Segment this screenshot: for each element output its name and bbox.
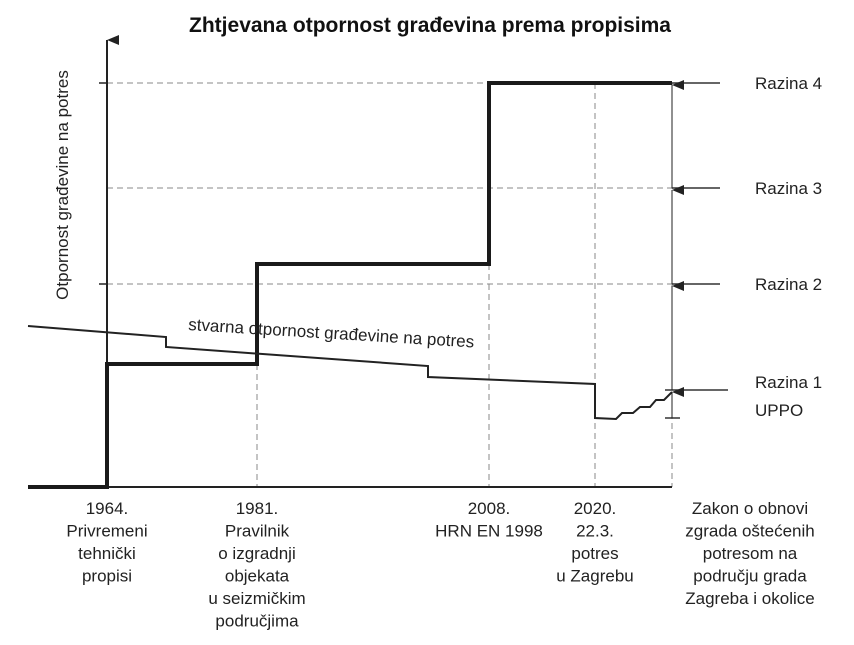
milestone-label-line: područjima xyxy=(215,612,299,631)
milestone-label-line: 2020. xyxy=(574,499,617,518)
milestone-label-line: u Zagrebu xyxy=(556,567,634,586)
level-lines xyxy=(665,82,728,419)
milestone-label-line: HRN EN 1998 xyxy=(435,522,543,541)
milestone-label-line: Zagreba i okolice xyxy=(685,589,814,608)
milestone-label-line: 1964. xyxy=(86,499,129,518)
milestone-label-line: 1981. xyxy=(236,499,279,518)
axis-ticks xyxy=(99,82,107,285)
milestone-label-line: o izgradnji xyxy=(218,544,296,563)
milestone-label-line: Pravilnik xyxy=(225,522,290,541)
level-1-label: Razina 1 xyxy=(755,373,822,392)
level-4-label: Razina 4 xyxy=(755,74,822,93)
milestone-label-line: Zakon o obnovi xyxy=(692,499,808,518)
milestone-label-line: zgrada oštećenih xyxy=(685,522,814,541)
milestone-label-line: potresom na xyxy=(703,544,798,563)
milestone-label-line: području grada xyxy=(693,567,807,586)
curve-label: stvarna otpornost građevine na potres xyxy=(188,315,475,351)
milestone-label-line: potres xyxy=(571,544,618,563)
milestone-label-line: propisi xyxy=(82,567,132,586)
milestone-labels: 1964. Privremeni tehnički propisi 1981. Pravi… xyxy=(66,499,814,631)
milestone-label-line: objekata xyxy=(225,567,290,586)
chart-title: Zhtjevana otpornost građevina prema prop… xyxy=(189,14,671,37)
level-2-label: Razina 2 xyxy=(755,275,822,294)
required-resistance-line xyxy=(28,81,672,489)
milestone-label-line: tehnički xyxy=(78,544,136,563)
dashed-guides xyxy=(107,82,673,487)
milestone-label-line: Privremeni xyxy=(66,522,147,541)
milestone-label-line: 2008. xyxy=(468,499,511,518)
actual-resistance-line xyxy=(27,325,673,421)
milestone-label-line: 22.3. xyxy=(576,522,614,541)
milestone-label-line: u seizmičkim xyxy=(208,589,305,608)
level-3-label: Razina 3 xyxy=(755,179,822,198)
level-1-sub-label: UPPO xyxy=(755,401,803,420)
y-axis-label: Otpornost građevine na potres xyxy=(53,70,72,300)
